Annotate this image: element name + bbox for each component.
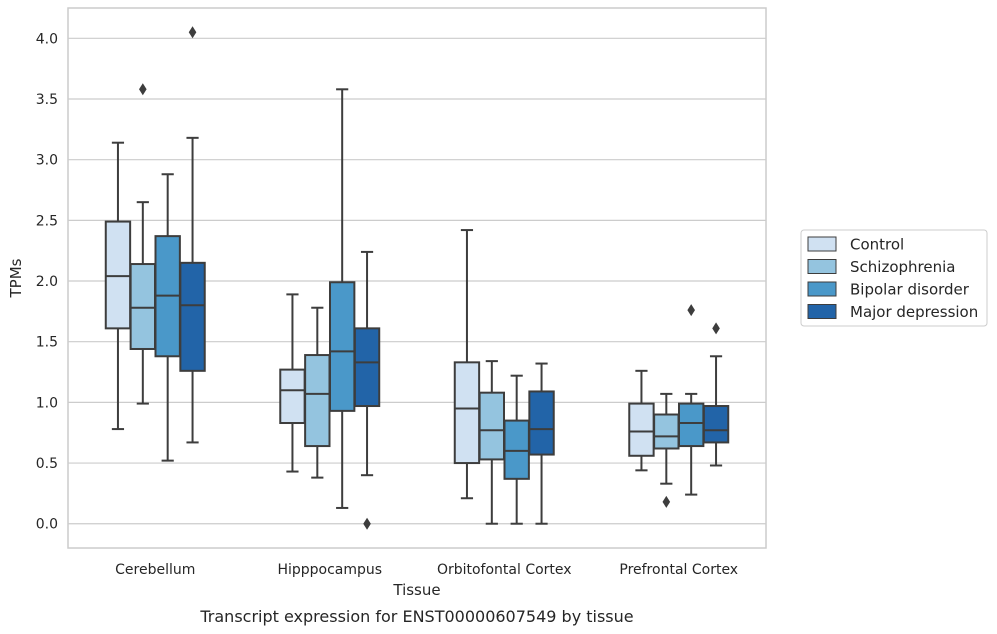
- x-tick-label: Orbitofontal Cortex: [437, 562, 572, 578]
- y-tick-label: 4.0: [36, 31, 58, 47]
- box-schizophrenia: [478, 360, 506, 525]
- box-major-depression: [702, 322, 730, 467]
- box-iqr: [129, 263, 157, 350]
- box-bipolar-disorder: [328, 88, 356, 509]
- box-control: [104, 141, 132, 431]
- x-tick-label: Cerebellum: [115, 562, 195, 578]
- box-iqr: [503, 419, 530, 480]
- x-tick-label: Hipppocampus: [277, 562, 382, 578]
- y-axis-label: TPMs: [7, 258, 25, 298]
- chart-caption: Transcript expression for ENST0000060754…: [199, 607, 633, 626]
- y-tick-label: 1.0: [36, 395, 58, 411]
- legend: Control Schizophrenia Bipolar disorder Majo…: [800, 229, 988, 327]
- box-schizophrenia: [653, 392, 680, 508]
- box-iqr: [104, 220, 132, 330]
- box-bipolar-disorder: [503, 374, 530, 525]
- box-bipolar-disorder: [154, 173, 181, 462]
- box-major-depression: [179, 26, 206, 444]
- box-iqr: [328, 281, 356, 412]
- legend-item: Control: [807, 236, 904, 254]
- legend-swatch: [807, 304, 837, 319]
- y-tick-label: 0.5: [36, 456, 58, 472]
- box-iqr: [628, 402, 655, 457]
- legend-swatch: [807, 281, 837, 297]
- legend-item: Schizophrenia: [807, 258, 955, 276]
- box-iqr: [279, 368, 306, 425]
- box-iqr: [353, 327, 381, 408]
- box-control: [279, 293, 306, 473]
- legend-label: Schizophrenia: [850, 258, 955, 276]
- legend-swatch: [807, 236, 837, 252]
- legend-item: Bipolar disorder: [807, 281, 970, 299]
- box-iqr: [702, 405, 730, 444]
- y-tick-labels: 0.0 0.5 1.0 1.5 2.0 2.5 3.0 3.5 4.0: [36, 31, 58, 532]
- box-major-depression: [528, 362, 555, 525]
- box-iqr: [304, 354, 331, 448]
- box-control: [453, 229, 481, 500]
- y-tick-label: 3.0: [36, 153, 58, 169]
- box-control: [628, 369, 655, 472]
- legend-swatch: [807, 259, 837, 274]
- box-groups: [104, 26, 730, 530]
- legend-item: Major depression: [807, 303, 978, 321]
- legend-label: Major depression: [850, 303, 978, 321]
- x-tick-label: Prefrontal Cortex: [619, 562, 738, 578]
- y-tick-label: 2.5: [36, 213, 58, 229]
- box-iqr: [528, 390, 555, 456]
- legend-label: Bipolar disorder: [850, 281, 970, 299]
- box-iqr: [478, 391, 506, 461]
- outlier-point: [188, 26, 197, 39]
- x-axis-label: Tissue: [392, 581, 440, 599]
- outlier-point: [363, 517, 371, 530]
- legend-frame: [800, 229, 988, 327]
- box-iqr: [453, 361, 481, 465]
- box-iqr: [677, 402, 705, 448]
- x-tick-labels: Cerebellum Hipppocampus Orbitofontal Corte…: [115, 562, 738, 578]
- outlier-point: [687, 304, 695, 317]
- y-tick-label: 2.0: [36, 274, 58, 290]
- y-tick-label: 3.5: [36, 92, 58, 108]
- y-tick-label: 0.0: [36, 517, 58, 533]
- outlier-point: [712, 322, 720, 335]
- box-major-depression: [353, 250, 381, 530]
- box-iqr: [179, 261, 206, 372]
- box-bipolar-disorder: [677, 304, 705, 496]
- y-tick-label: 1.5: [36, 335, 58, 351]
- box-iqr: [653, 413, 680, 450]
- legend-label: Control: [850, 236, 904, 254]
- plot-frame: [67, 7, 767, 549]
- outlier-point: [662, 495, 671, 508]
- outlier-point: [139, 83, 147, 96]
